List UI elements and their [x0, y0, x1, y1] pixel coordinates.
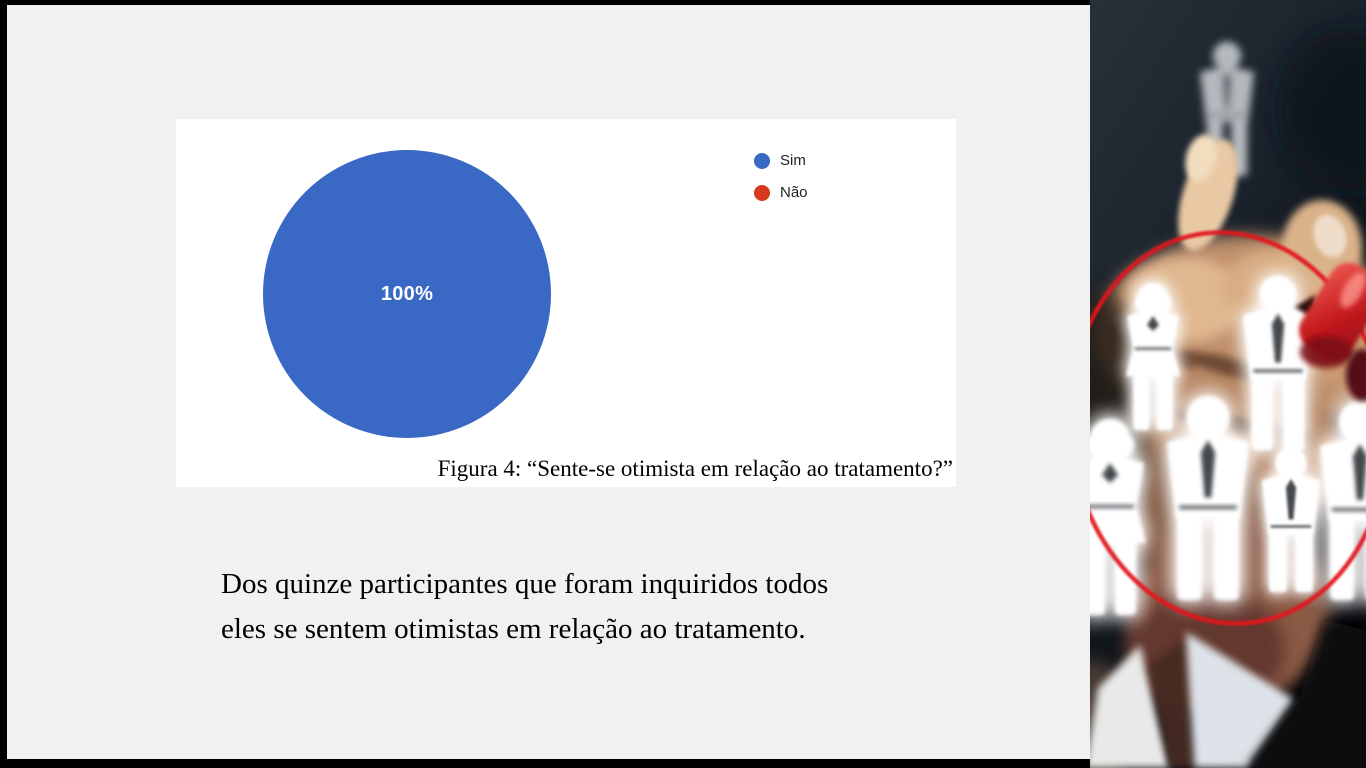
- red-marker-cap: [1295, 262, 1366, 401]
- body-line: eles se sentem otimistas em relação ao t…: [221, 613, 806, 645]
- stock-photo-illustration: [1090, 0, 1366, 768]
- slide-body-text: Dos quinze participantes que foram inqui…: [221, 562, 828, 652]
- chart-legend: Sim Não: [754, 152, 808, 201]
- shirt-cuff: [1090, 620, 1366, 768]
- stock-photo: [1090, 0, 1366, 768]
- legend-item-sim: Sim: [754, 152, 808, 169]
- legend-swatch-nao-icon: [754, 184, 770, 201]
- pie-chart: 100%: [263, 150, 551, 438]
- legend-label-nao: Não: [780, 184, 808, 201]
- legend-item-nao: Não: [754, 184, 808, 201]
- thumbnail: [1313, 214, 1347, 258]
- chart-card: 100% Sim Não Figura 4: “Sente-se otimist…: [176, 119, 956, 487]
- figure-caption: Figura 4: “Sente-se otimista em relação …: [437, 456, 953, 481]
- body-line: Dos quinze participantes que foram inqui…: [221, 568, 829, 600]
- legend-label-sim: Sim: [780, 152, 806, 169]
- legend-swatch-sim-icon: [754, 152, 770, 169]
- pie-slice-label: 100%: [380, 282, 434, 305]
- dark-suit: [1248, 620, 1366, 768]
- red-circle-stroke: [1090, 230, 1366, 626]
